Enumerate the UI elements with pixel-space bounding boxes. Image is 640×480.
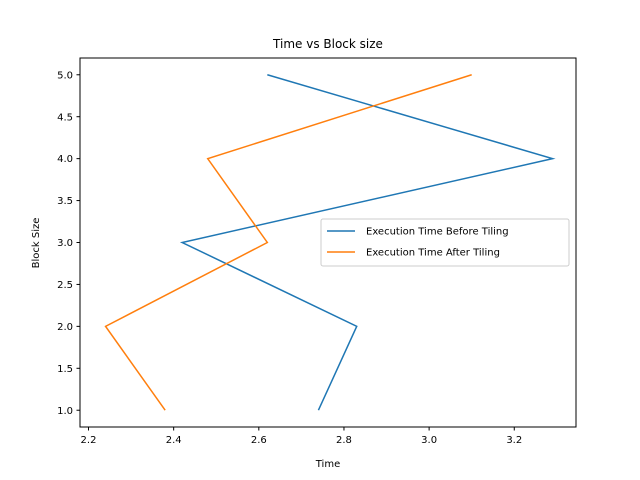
legend-label-2: Execution Time After Tiling (366, 248, 500, 259)
y-tick-label: 1.5 (57, 364, 73, 375)
x-tick-label: 2.4 (166, 435, 182, 446)
x-tick-label: 3.0 (421, 435, 437, 446)
x-tick-label: 2.6 (251, 435, 267, 446)
y-tick-label: 3.0 (57, 238, 73, 249)
series-line-2 (104, 74, 472, 411)
y-tick-label: 2.0 (57, 322, 73, 333)
x-tick-label: 2.8 (336, 435, 352, 446)
y-axis-label: Block Size (31, 218, 42, 269)
x-tick-label: 3.2 (506, 435, 522, 446)
y-tick-label: 4.0 (57, 154, 73, 165)
x-axis-label: Time (315, 459, 340, 470)
y-tick-label: 1.0 (57, 406, 73, 417)
y-tick-label: 2.5 (57, 280, 73, 291)
series-line-1 (179, 74, 556, 411)
legend: Execution Time Before Tiling Execution Ti… (320, 218, 570, 267)
x-tick-label: 2.2 (81, 435, 97, 446)
y-tick-label: 5.0 (57, 70, 73, 81)
chart-title: Time vs Block size (272, 37, 383, 51)
series-layer (104, 74, 556, 411)
y-tick-label: 3.5 (57, 196, 73, 207)
x-axis: 2.2 2.4 2.6 2.8 3.0 3.2 (81, 427, 522, 446)
legend-box (320, 218, 570, 267)
legend-label-1: Execution Time Before Tiling (366, 227, 509, 238)
y-axis: 1.0 1.5 2.0 2.5 3.0 3.5 4.0 4.5 5.0 (57, 70, 80, 417)
y-tick-label: 4.5 (57, 112, 73, 123)
